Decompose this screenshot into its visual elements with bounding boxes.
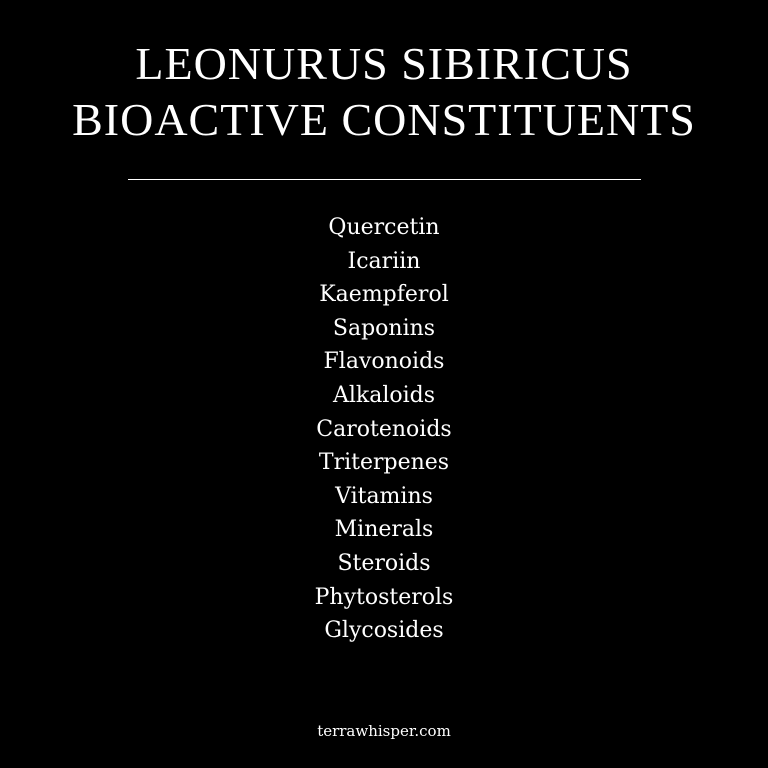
title-divider <box>128 179 641 180</box>
list-item: Saponins <box>332 315 436 341</box>
list-item: Vitamins <box>335 483 433 509</box>
list-item: Kaempferol <box>319 282 449 308</box>
list-item: Icariin <box>347 248 421 274</box>
list-item: Glycosides <box>324 618 444 644</box>
page-title: LEONURUS SIBIRICUS BIOACTIVE CONSTITUENT… <box>0 36 768 148</box>
list-item: Flavonoids <box>323 349 445 375</box>
list-item: Quercetin <box>328 215 440 240</box>
footer-website: terrawhisper.com <box>317 722 451 740</box>
title-line-2: BIOACTIVE CONSTITUENTS <box>72 94 696 145</box>
title-line-1: LEONURUS SIBIRICUS <box>135 38 633 89</box>
list-item: Phytosterols <box>314 584 454 610</box>
constituents-list: Quercetin Icariin Kaempferol Saponins Fl… <box>0 211 768 648</box>
list-item: Minerals <box>334 517 434 543</box>
list-item: Carotenoids <box>316 416 452 442</box>
list-item: Triterpenes <box>318 450 450 476</box>
list-item: Steroids <box>337 550 431 576</box>
list-item: Alkaloids <box>332 382 436 408</box>
